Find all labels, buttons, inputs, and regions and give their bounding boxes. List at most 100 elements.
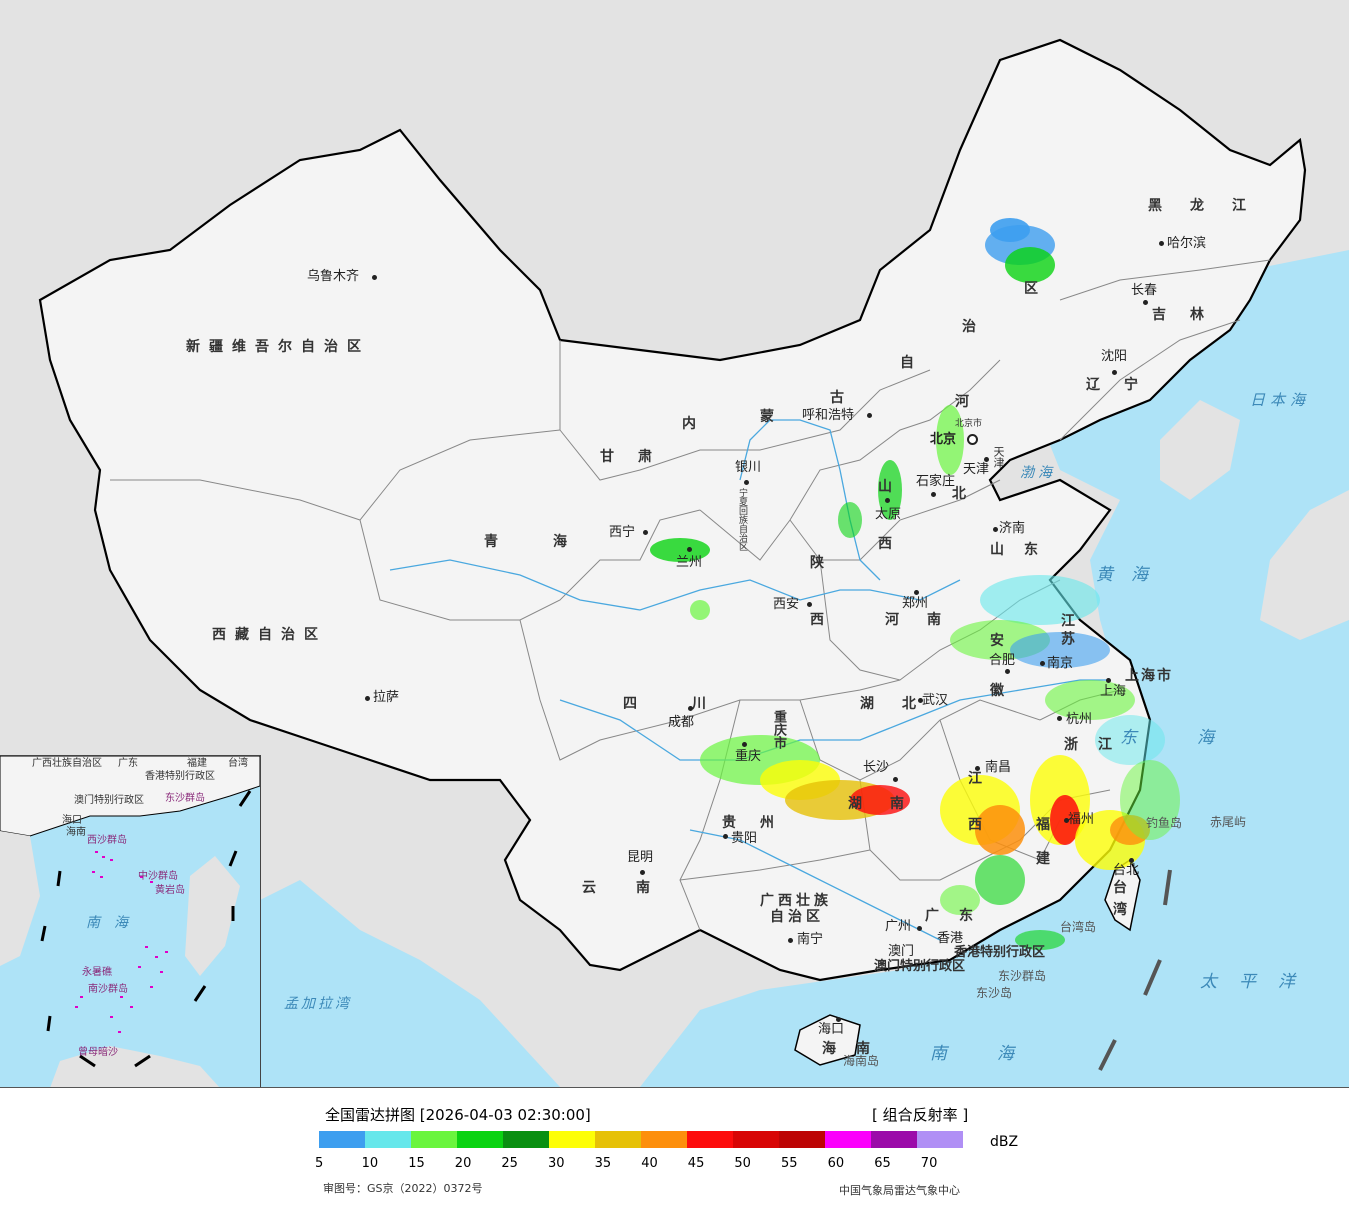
province-jiangsu: 江苏 [1059, 613, 1075, 649]
city-chongqing-dot [742, 742, 747, 747]
scale-swatch-50 [733, 1131, 779, 1148]
radar-echo [1005, 247, 1055, 283]
city-yinchuan: 银川 [735, 460, 762, 475]
city-chengdu-dot [688, 706, 693, 711]
radar-echo [690, 600, 710, 620]
scale-swatch-10 [365, 1131, 411, 1148]
scale-tick-25: 25 [501, 1156, 518, 1171]
radar-echo [1015, 930, 1065, 950]
city-hongkong: 香港 [937, 931, 964, 946]
province-liaoning: 辽宁 [1086, 377, 1162, 393]
producer-label: 中国气象局雷达气象中心 [839, 1184, 960, 1197]
scale-tick-60: 60 [827, 1156, 845, 1171]
province-heilongjiang: 黑龙江 [1148, 198, 1274, 214]
scale-tick-10: 10 [361, 1156, 379, 1171]
city-shanghai: 上海 [1100, 684, 1127, 699]
scale-swatch-20 [457, 1131, 503, 1148]
province-shanxi-2: 西 [878, 536, 901, 552]
city-xian-dot [807, 602, 812, 607]
province-neimenggu-1: 内 [682, 416, 705, 432]
inset-guangdong: 广东 [118, 758, 138, 769]
inset-mainland [0, 756, 260, 837]
scale-swatch-30 [549, 1131, 595, 1148]
city-shenyang: 沈阳 [1101, 349, 1128, 364]
scale-tick-5: 5 [315, 1156, 324, 1171]
radar-map: 新疆维吾尔自治区 西藏自治区 青海 甘肃 内 蒙 古 自 治 区 黑龙江 吉林 … [0, 0, 1349, 1088]
inset-xisha: 西沙群岛 [87, 835, 127, 846]
city-lanzhou-dot [687, 547, 692, 552]
province-neimenggu-6: 区 [1024, 281, 1047, 297]
sea-japan: 日本海 [1250, 391, 1311, 409]
inset-zengmu: 曾母暗沙 [78, 1047, 118, 1058]
city-urumqi-dot [372, 275, 377, 280]
scale-swatch-65 [871, 1131, 917, 1148]
island-dongsha-dao: 东沙岛 [976, 986, 1013, 1000]
inset-hk: 香港特别行政区 [145, 771, 215, 782]
province-taiwan-2: 湾 [1113, 902, 1136, 918]
city-chengdu: 成都 [668, 715, 695, 730]
province-qinghai: 青海 [484, 534, 622, 550]
city-taiyuan-dot [885, 498, 890, 503]
inset-yongshu: 永暑礁 [82, 967, 112, 978]
province-taiwan-1: 台 [1113, 880, 1136, 896]
city-urumqi: 乌鲁木齐 [307, 269, 360, 284]
island-hainan: 海南岛 [843, 1054, 880, 1068]
scale-swatch-25 [503, 1131, 549, 1148]
hainan-island [794, 1014, 861, 1066]
city-nanning: 南宁 [797, 932, 824, 947]
radar-echo [975, 805, 1025, 855]
city-shijiazhuang-dot [931, 492, 936, 497]
province-chongqing: 重庆市 [771, 710, 786, 749]
bay-of-bengal [260, 880, 560, 1087]
province-ningxia: 宁夏回族自治区 [737, 488, 747, 551]
city-yinchuan-dot [744, 480, 749, 485]
province-henan: 河南 [885, 612, 969, 628]
radar-echo [878, 460, 902, 520]
scale-tick-20: 20 [454, 1156, 472, 1171]
city-wuhan-dot [918, 698, 923, 703]
inset-canvas [0, 756, 260, 1087]
city-kunming: 昆明 [627, 850, 654, 865]
city-haikou: 海口 [818, 1022, 845, 1037]
scale-swatch-55 [779, 1131, 825, 1148]
color-scale-bar [319, 1131, 963, 1148]
south-china-sea-inset: 广西壮族自治区 广东 台湾 福建 香港特别行政区 澳门特别行政区 东沙群岛 海口… [0, 755, 261, 1087]
province-guangxi-2: 自治区 [770, 909, 824, 925]
province-tibet: 西藏自治区 [212, 627, 327, 643]
city-harbin: 哈尔滨 [1167, 236, 1207, 251]
beijing-shi: 北京市 [955, 419, 983, 429]
province-shanxi-1: 山 [878, 479, 901, 495]
city-tianjin-dot [984, 457, 989, 462]
scale-tick-50: 50 [734, 1156, 751, 1171]
china-mainland [38, 38, 1307, 982]
city-jinan-dot [993, 527, 998, 532]
sea-bohai: 渤海 [1020, 465, 1056, 481]
radar-echo [650, 538, 710, 562]
province-shandong: 山东 [990, 542, 1058, 558]
scale-swatch-5 [319, 1131, 365, 1148]
inset-islands [75, 851, 168, 1033]
province-neimenggu-2: 蒙 [760, 409, 783, 425]
city-jinan: 济南 [999, 521, 1026, 536]
city-beijing: 北京 [930, 432, 957, 447]
city-guangzhou-dot [917, 926, 922, 931]
radar-echo [850, 785, 910, 815]
sea-yellow: 黄海 [1096, 565, 1166, 585]
radar-echo [1095, 715, 1165, 765]
inset-macau: 澳门特别行政区 [74, 795, 144, 806]
province-xinjiang: 新疆维吾尔自治区 [186, 339, 370, 355]
scale-swatch-60 [825, 1131, 871, 1148]
korea-land [1160, 400, 1240, 500]
city-harbin-dot [1159, 241, 1164, 246]
city-nanjing-dot [1040, 661, 1045, 666]
maritime-boundary [1098, 869, 1172, 1071]
tianjin-shi: 天津 [992, 446, 1005, 468]
inset-guangxi: 广西壮族自治区 [32, 758, 102, 769]
province-shaanxi-2: 西 [810, 612, 833, 628]
radar-echo [940, 885, 980, 915]
city-zhengzhou-dot [914, 590, 919, 595]
city-nanchang: 南昌 [985, 760, 1012, 775]
city-taipei-dot [1129, 858, 1134, 863]
province-hubei: 湖北 [860, 696, 944, 712]
color-scale-ticks: 5 10 15 20 25 30 35 40 45 50 55 60 65 70 [310, 1156, 1010, 1172]
